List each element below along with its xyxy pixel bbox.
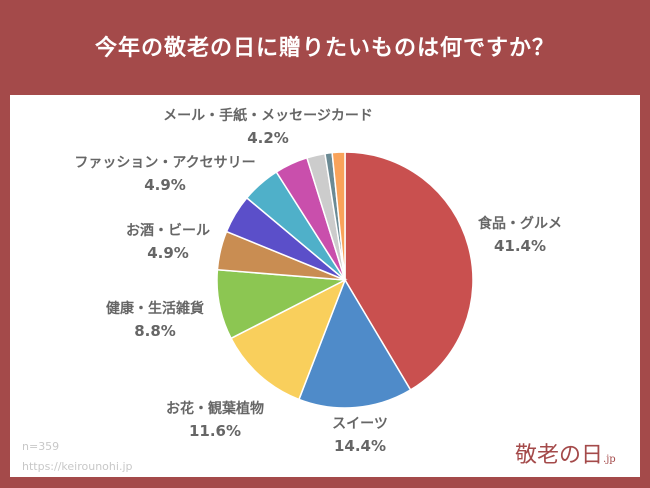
- label-fashion: ファッション・アクセサリー 4.9%: [74, 155, 256, 194]
- label-alcohol: お酒・ビール 4.9%: [126, 223, 210, 262]
- label-sweets: スイーツ 14.4%: [332, 416, 388, 455]
- label-flowers: お花・観葉植物 11.6%: [166, 401, 264, 440]
- site-logo: 敬老の日.jp: [515, 443, 616, 468]
- pie-slice-10: [331, 151, 346, 281]
- label-health: 健康・生活雑貨 8.8%: [106, 301, 204, 340]
- page-title: 今年の敬老の日に贈りたいものは何ですか？: [94, 36, 555, 61]
- sample-size: n=359: [22, 440, 60, 453]
- label-mail: メール・手紙・メッセージカード 4.2%: [163, 108, 373, 147]
- label-food: 食品・グルメ 41.4%: [478, 216, 562, 255]
- pie-slice-0: [344, 151, 474, 391]
- pie-slice-1: [297, 278, 412, 409]
- pie-slice-2: [230, 278, 347, 401]
- site-url: https://keirounohi.jp: [22, 460, 133, 473]
